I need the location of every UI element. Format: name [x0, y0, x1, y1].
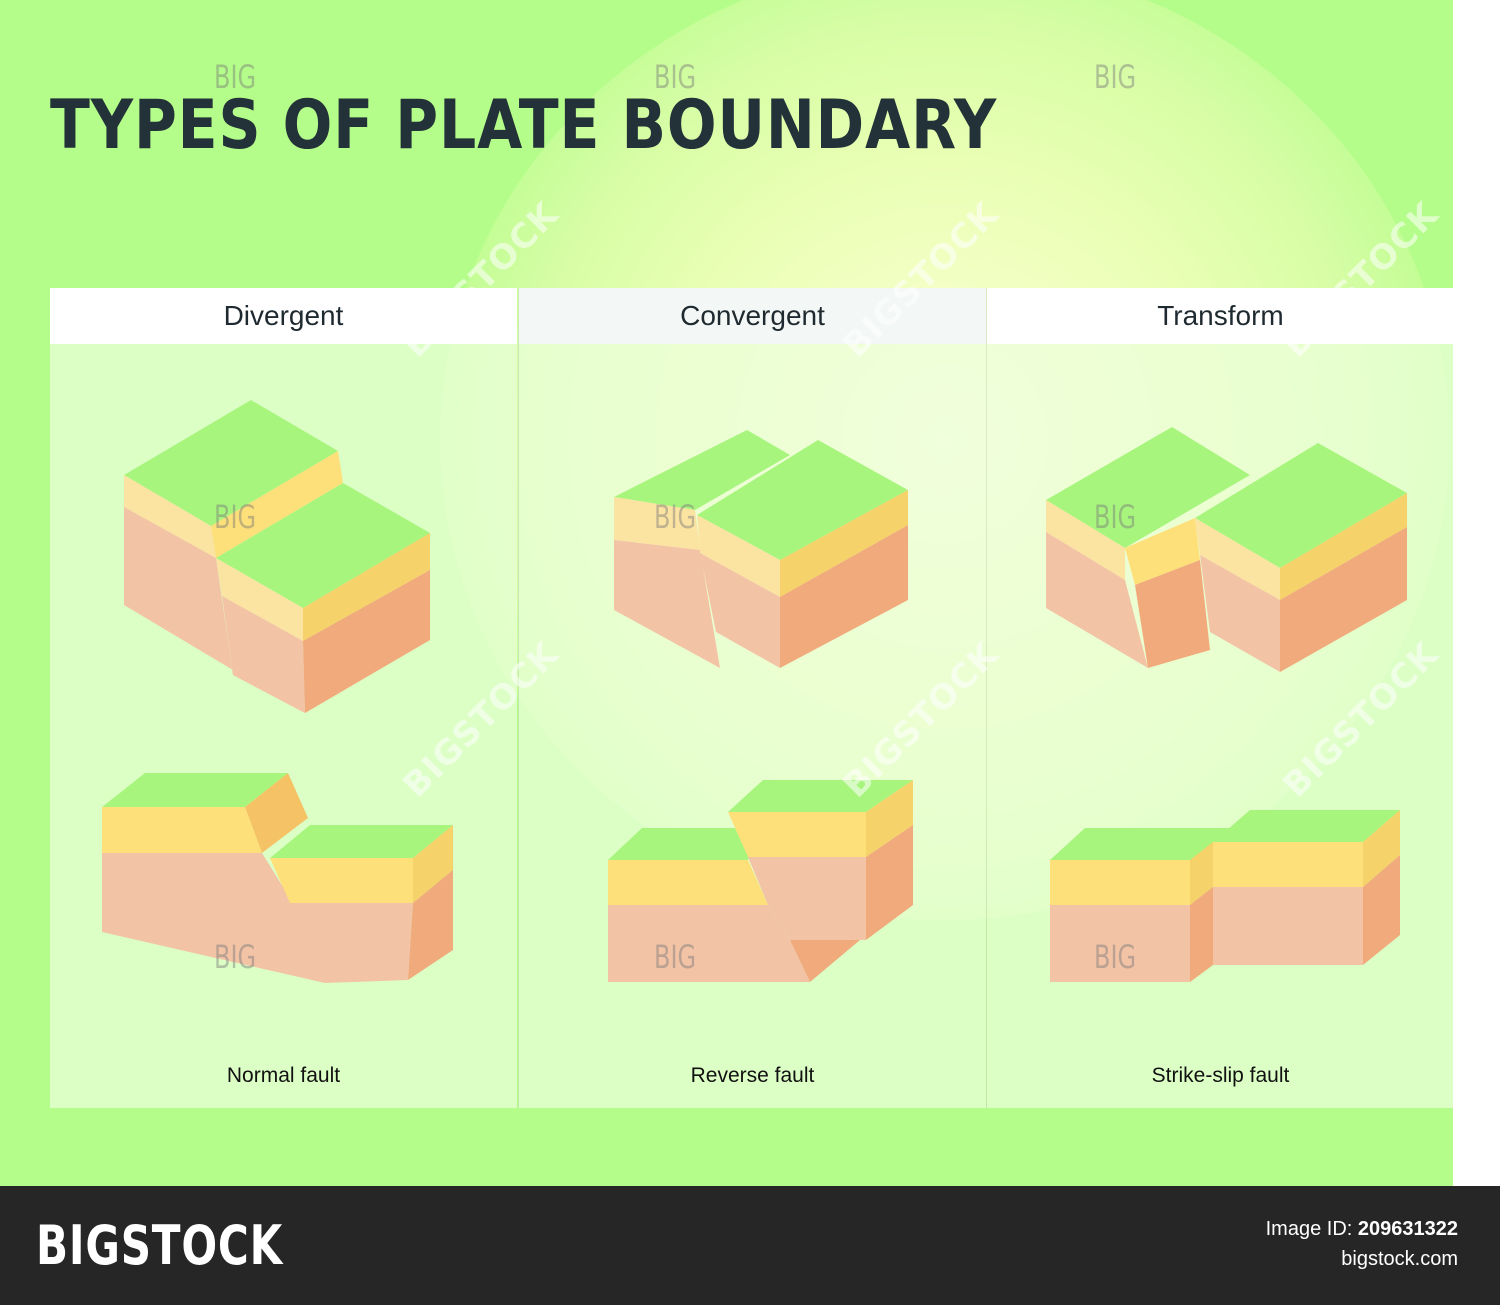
page-title: TYPES OF PLATE BOUNDARY: [50, 86, 998, 165]
watermark-small: BIG: [214, 938, 257, 976]
column-header: Transform: [987, 288, 1453, 344]
strike-slip-fault-diagram: [1050, 810, 1400, 982]
fault-caption: Strike-slip fault: [1151, 1064, 1290, 1087]
image-id-value: 209631322: [1357, 1218, 1458, 1240]
convergent-block-diagram: [614, 430, 908, 668]
column-header: Divergent: [50, 288, 517, 344]
watermark-small: BIG: [1094, 58, 1137, 96]
watermark-small: BIG: [654, 938, 697, 976]
fault-block-diagrams: [102, 400, 1407, 983]
reverse-fault-diagram: [608, 780, 913, 982]
transform-block-diagram: [1046, 427, 1407, 672]
watermark-small: BIG: [214, 58, 257, 96]
watermark-small: BIG: [1094, 498, 1137, 536]
image-id-label: Image ID:: [1265, 1218, 1353, 1240]
poster: TYPES OF PLATE BOUNDARY Divergent Normal…: [0, 0, 1453, 1186]
fault-caption: Normal fault: [226, 1064, 341, 1087]
brand-logo: BIGSTOCK: [36, 1214, 284, 1277]
divergent-block-diagram: [124, 400, 430, 713]
watermark-small: BIG: [654, 498, 697, 536]
watermark-small: BIG: [654, 58, 697, 96]
site-link[interactable]: bigstock.com: [1341, 1248, 1458, 1270]
fault-caption: Reverse fault: [690, 1064, 815, 1087]
normal-fault-diagram: [102, 773, 453, 983]
watermark-small: BIG: [214, 498, 257, 536]
image-id: Image ID: 209631322: [1266, 1218, 1458, 1241]
watermark-small: BIG: [1094, 938, 1137, 976]
footer-bar: BIGSTOCK Image ID: 209631322 bigstock.co…: [0, 1186, 1500, 1305]
column-header: Convergent: [519, 288, 986, 344]
